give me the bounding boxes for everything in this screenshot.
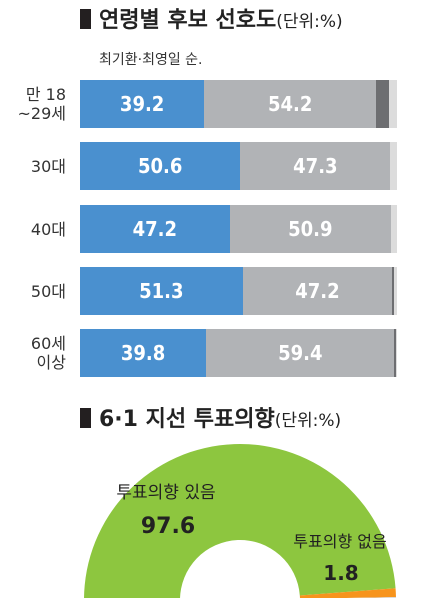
category-label: 만 18 ~29세 — [0, 85, 67, 123]
bar-segment: 39.2 — [80, 80, 205, 128]
title-square-icon — [80, 9, 91, 29]
bar-value-label: 47.2 — [132, 217, 177, 241]
slice-label: 투표의향 있음 — [116, 483, 215, 503]
bar-segment — [376, 80, 389, 128]
bar-value-label: 47.3 — [293, 154, 338, 178]
slice-label: 투표의향 없음 — [293, 532, 386, 551]
bar-segment: 51.3 — [80, 267, 243, 315]
bar-value-label: 51.3 — [139, 279, 184, 303]
bar-value-label: 54.2 — [267, 92, 313, 116]
donut-slice — [299, 588, 396, 598]
category-label-line: 50대 — [30, 281, 66, 301]
bar-value-label: 50.6 — [137, 154, 183, 178]
age-chart-unit: (단위:%) — [276, 12, 343, 32]
category-label-line: 40대 — [30, 219, 66, 239]
bar-segment: 47.2 — [80, 205, 230, 253]
bar-segment: 50.6 — [80, 142, 241, 190]
bar-segment — [392, 267, 394, 315]
legend-note: 최기환·최영일 순. — [99, 52, 203, 68]
bar-segment: 59.4 — [206, 329, 395, 377]
bar-value-label: 47.2 — [295, 279, 340, 303]
vote-chart-title: 6·1 지선 투표의향(단위:%) — [80, 407, 341, 434]
bar-segment — [388, 80, 397, 128]
bar-segment — [395, 329, 397, 377]
slice-value-label: 97.6 — [141, 514, 195, 539]
bar-segment: 47.2 — [242, 267, 393, 315]
category-label-line: 만 18 — [25, 85, 66, 104]
age-chart-title-text: 연령별 후보 선호도 — [99, 8, 277, 33]
bar-segment — [394, 329, 396, 377]
category-label-line: 60세 — [30, 334, 66, 353]
bar-value-label: 39.2 — [119, 92, 165, 116]
bar-segment — [390, 142, 397, 190]
vote-chart-title-text: 6·1 지선 투표의향 — [99, 407, 275, 432]
category-label: 40대 — [0, 220, 66, 239]
category-label-line: 30대 — [30, 156, 66, 176]
category-label: 60세 이상 — [0, 334, 66, 372]
bar-value-label: 50.9 — [288, 217, 333, 241]
bar-segment: 47.3 — [240, 142, 391, 190]
bar-segment — [393, 267, 397, 315]
category-label: 30대 — [0, 157, 66, 176]
bar-segment: 50.9 — [229, 205, 391, 253]
category-label-line: 이상 — [36, 353, 66, 372]
title-square-icon — [80, 408, 91, 428]
age-chart-title: 연령별 후보 선호도(단위:%) — [80, 8, 343, 35]
bar-value-label: 39.8 — [120, 341, 166, 365]
slice-value-label: 1.8 — [323, 561, 358, 585]
vote-chart-unit: (단위:%) — [274, 411, 342, 431]
bar-value-label: 59.4 — [278, 341, 323, 365]
bar-segment: 39.8 — [80, 329, 207, 377]
category-label: 50대 — [0, 282, 66, 301]
category-label-line: ~29세 — [17, 104, 67, 123]
bar-segment — [390, 205, 397, 253]
donut-slice — [84, 444, 396, 598]
bar-segment: 54.2 — [204, 80, 377, 128]
